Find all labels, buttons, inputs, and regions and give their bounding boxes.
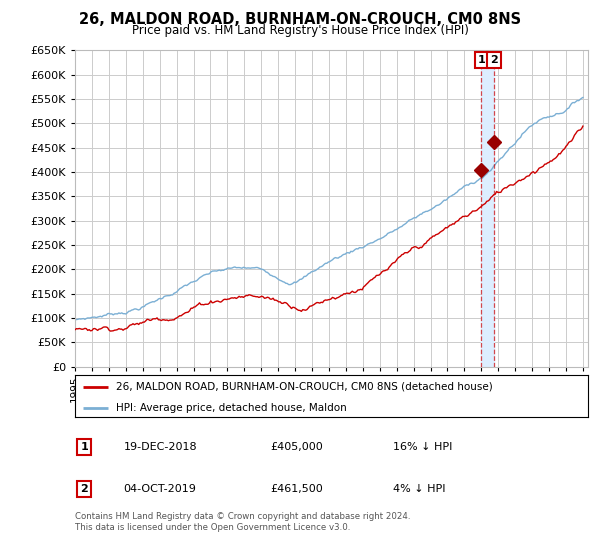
Text: 26, MALDON ROAD, BURNHAM-ON-CROUCH, CM0 8NS (detached house): 26, MALDON ROAD, BURNHAM-ON-CROUCH, CM0 … bbox=[116, 382, 493, 392]
Text: 04-OCT-2019: 04-OCT-2019 bbox=[124, 484, 197, 494]
Text: 2: 2 bbox=[490, 55, 498, 65]
Bar bbox=[481, 50, 494, 367]
Text: £405,000: £405,000 bbox=[270, 442, 323, 452]
Text: 2: 2 bbox=[80, 484, 88, 494]
Text: £461,500: £461,500 bbox=[270, 484, 323, 494]
Text: 1: 1 bbox=[80, 442, 88, 452]
Text: 26, MALDON ROAD, BURNHAM-ON-CROUCH, CM0 8NS: 26, MALDON ROAD, BURNHAM-ON-CROUCH, CM0 … bbox=[79, 12, 521, 27]
Text: HPI: Average price, detached house, Maldon: HPI: Average price, detached house, Mald… bbox=[116, 403, 347, 413]
Text: Price paid vs. HM Land Registry's House Price Index (HPI): Price paid vs. HM Land Registry's House … bbox=[131, 24, 469, 36]
Text: Contains HM Land Registry data © Crown copyright and database right 2024.
This d: Contains HM Land Registry data © Crown c… bbox=[75, 512, 410, 532]
Text: 1: 1 bbox=[478, 55, 485, 65]
Text: 4% ↓ HPI: 4% ↓ HPI bbox=[393, 484, 446, 494]
Text: 16% ↓ HPI: 16% ↓ HPI bbox=[393, 442, 452, 452]
Text: 19-DEC-2018: 19-DEC-2018 bbox=[124, 442, 197, 452]
